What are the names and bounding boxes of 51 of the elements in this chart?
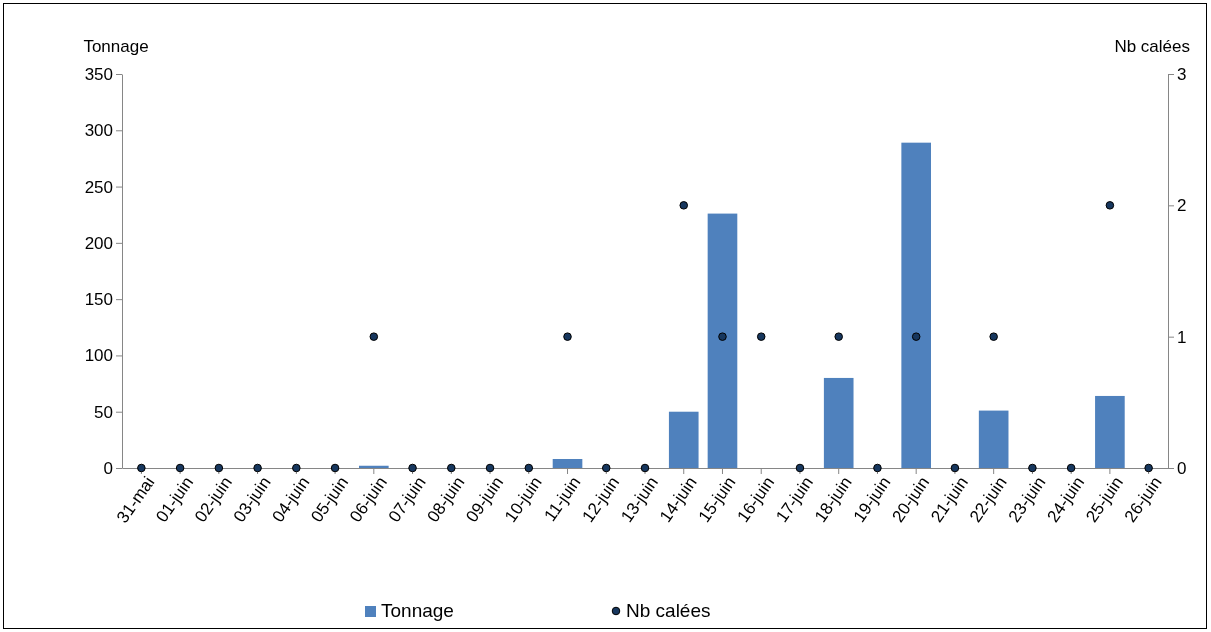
point	[1144, 463, 1153, 473]
bar	[823, 377, 854, 468]
bar	[552, 458, 583, 468]
y-tick-label: 150	[84, 290, 113, 310]
point	[408, 463, 417, 473]
point	[640, 463, 650, 473]
bar	[978, 410, 1009, 468]
point	[563, 332, 572, 341]
y-tick-label: 100	[84, 346, 113, 366]
bar	[1095, 395, 1125, 468]
y-tick-label: 350	[84, 64, 113, 84]
point	[679, 201, 689, 210]
point	[950, 463, 960, 473]
y2-tick-label: 0	[1177, 458, 1187, 478]
point	[292, 463, 301, 473]
point	[253, 463, 262, 473]
y2-tick-label: 2	[1177, 196, 1187, 216]
point	[175, 463, 185, 473]
legend-label: Tonnage	[381, 600, 454, 621]
y-tick-label: 50	[94, 402, 113, 422]
point	[1105, 201, 1115, 210]
point	[369, 332, 379, 341]
bar	[359, 465, 389, 468]
bar	[901, 142, 931, 468]
point	[485, 463, 495, 473]
point	[137, 463, 146, 473]
point	[756, 332, 766, 341]
bar	[668, 411, 699, 468]
legend-label: Nb calées	[626, 600, 711, 621]
y-axis-title: Tonnage	[83, 37, 149, 56]
y2-tick-label: 3	[1177, 64, 1187, 84]
y-tick-label: 250	[84, 177, 113, 197]
y-tick-label: 0	[103, 458, 113, 478]
point	[873, 463, 882, 473]
point	[447, 463, 456, 473]
point	[524, 463, 534, 473]
bar	[707, 213, 738, 468]
point	[330, 463, 340, 473]
point	[834, 332, 843, 341]
y-tick-label: 200	[84, 233, 113, 253]
y-tick-label: 300	[84, 121, 113, 141]
y2-tick-label: 1	[1177, 327, 1187, 347]
point	[911, 332, 921, 341]
point	[1028, 463, 1037, 473]
point	[989, 332, 998, 341]
point	[1066, 463, 1076, 473]
point	[718, 332, 727, 341]
point	[601, 463, 611, 473]
y2-axis-title: Nb calées	[1114, 37, 1190, 56]
point	[795, 463, 805, 473]
point	[214, 463, 224, 473]
